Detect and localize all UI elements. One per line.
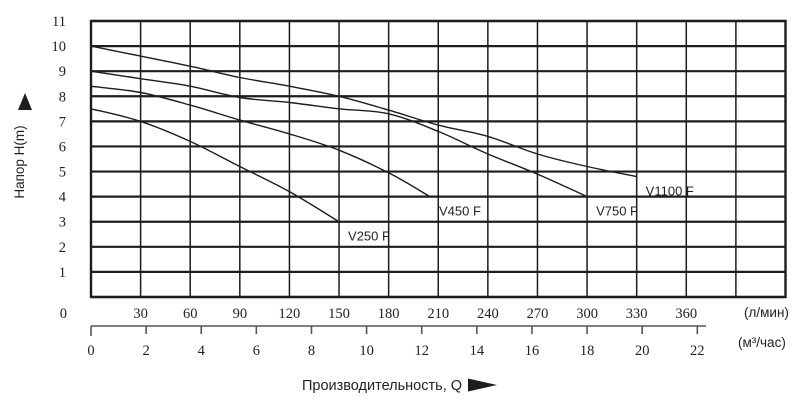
x-tick-label-lmin: 270 — [527, 306, 549, 322]
x-tick-label-lmin: 240 — [477, 306, 499, 322]
curve-label-v450f: V450 F — [439, 204, 481, 219]
x-tick-label-m3h: 8 — [308, 343, 315, 359]
x-tick-label-m3h: 6 — [253, 343, 260, 359]
pump-curve-v450f — [90, 85, 431, 198]
x-tick-label-m3h: 18 — [580, 343, 595, 359]
x-tick-label-m3h: 4 — [198, 343, 206, 359]
x-tick-label-m3h: 10 — [359, 343, 374, 359]
x-tick-label-m3h: 2 — [142, 343, 149, 359]
y-tick-label: 2 — [59, 240, 66, 256]
x-tick-label-m3h: 0 — [87, 343, 94, 359]
y-axis-arrow-icon — [18, 93, 32, 110]
pump-curve-v750f — [90, 70, 588, 198]
y-tick-label: 8 — [59, 89, 66, 105]
y-tick-label: 4 — [59, 190, 67, 206]
pump-curve-v250f — [90, 108, 340, 223]
y-tick-label: 10 — [52, 39, 67, 55]
x-tick-label-lmin: 210 — [427, 306, 449, 322]
origin-label: 0 — [60, 306, 67, 322]
y-tick-label: 11 — [52, 14, 66, 30]
x-tick-label-lmin: 360 — [675, 306, 697, 322]
x-axis-unit-lmin: (л/мин) — [744, 305, 789, 320]
x-tick-label-lmin: 60 — [183, 306, 198, 322]
x-tick-label-m3h: 20 — [635, 343, 650, 359]
x-tick-label-m3h: 22 — [690, 343, 705, 359]
y-tick-label: 5 — [59, 165, 66, 181]
x-tick-label-lmin: 330 — [626, 306, 648, 322]
y-tick-label: 1 — [59, 265, 66, 281]
x-tick-label-m3h: 12 — [414, 343, 429, 359]
y-tick-label: 3 — [59, 215, 66, 231]
x-tick-label-lmin: 30 — [133, 306, 148, 322]
x-tick-label-lmin: 180 — [378, 306, 400, 322]
x-axis-title: Производительность, Q — [302, 378, 462, 394]
curve-label-v250f: V250 F — [348, 229, 390, 244]
x-tick-label-lmin: 90 — [233, 306, 248, 322]
x-tick-label-m3h: 16 — [525, 343, 540, 359]
y-axis-label: Напор H(m) — [12, 125, 27, 198]
curve-label-v1100f: V1100 F — [646, 184, 694, 199]
x-axis-unit-m3h: (м³/час) — [738, 335, 786, 350]
y-tick-label: 6 — [59, 139, 66, 155]
x-tick-label-m3h: 14 — [470, 343, 485, 359]
x-tick-label-lmin: 150 — [328, 306, 350, 322]
y-tick-label: 9 — [59, 64, 66, 80]
x-tick-label-lmin: 300 — [576, 306, 598, 322]
x-axis-arrow-icon — [468, 378, 497, 392]
pump-curve-v1100f — [90, 45, 638, 178]
curve-label-v750f: V750 F — [596, 204, 638, 219]
plot-border — [89, 19, 787, 299]
x-tick-label-lmin: 120 — [279, 306, 301, 322]
y-tick-label: 7 — [59, 114, 66, 130]
